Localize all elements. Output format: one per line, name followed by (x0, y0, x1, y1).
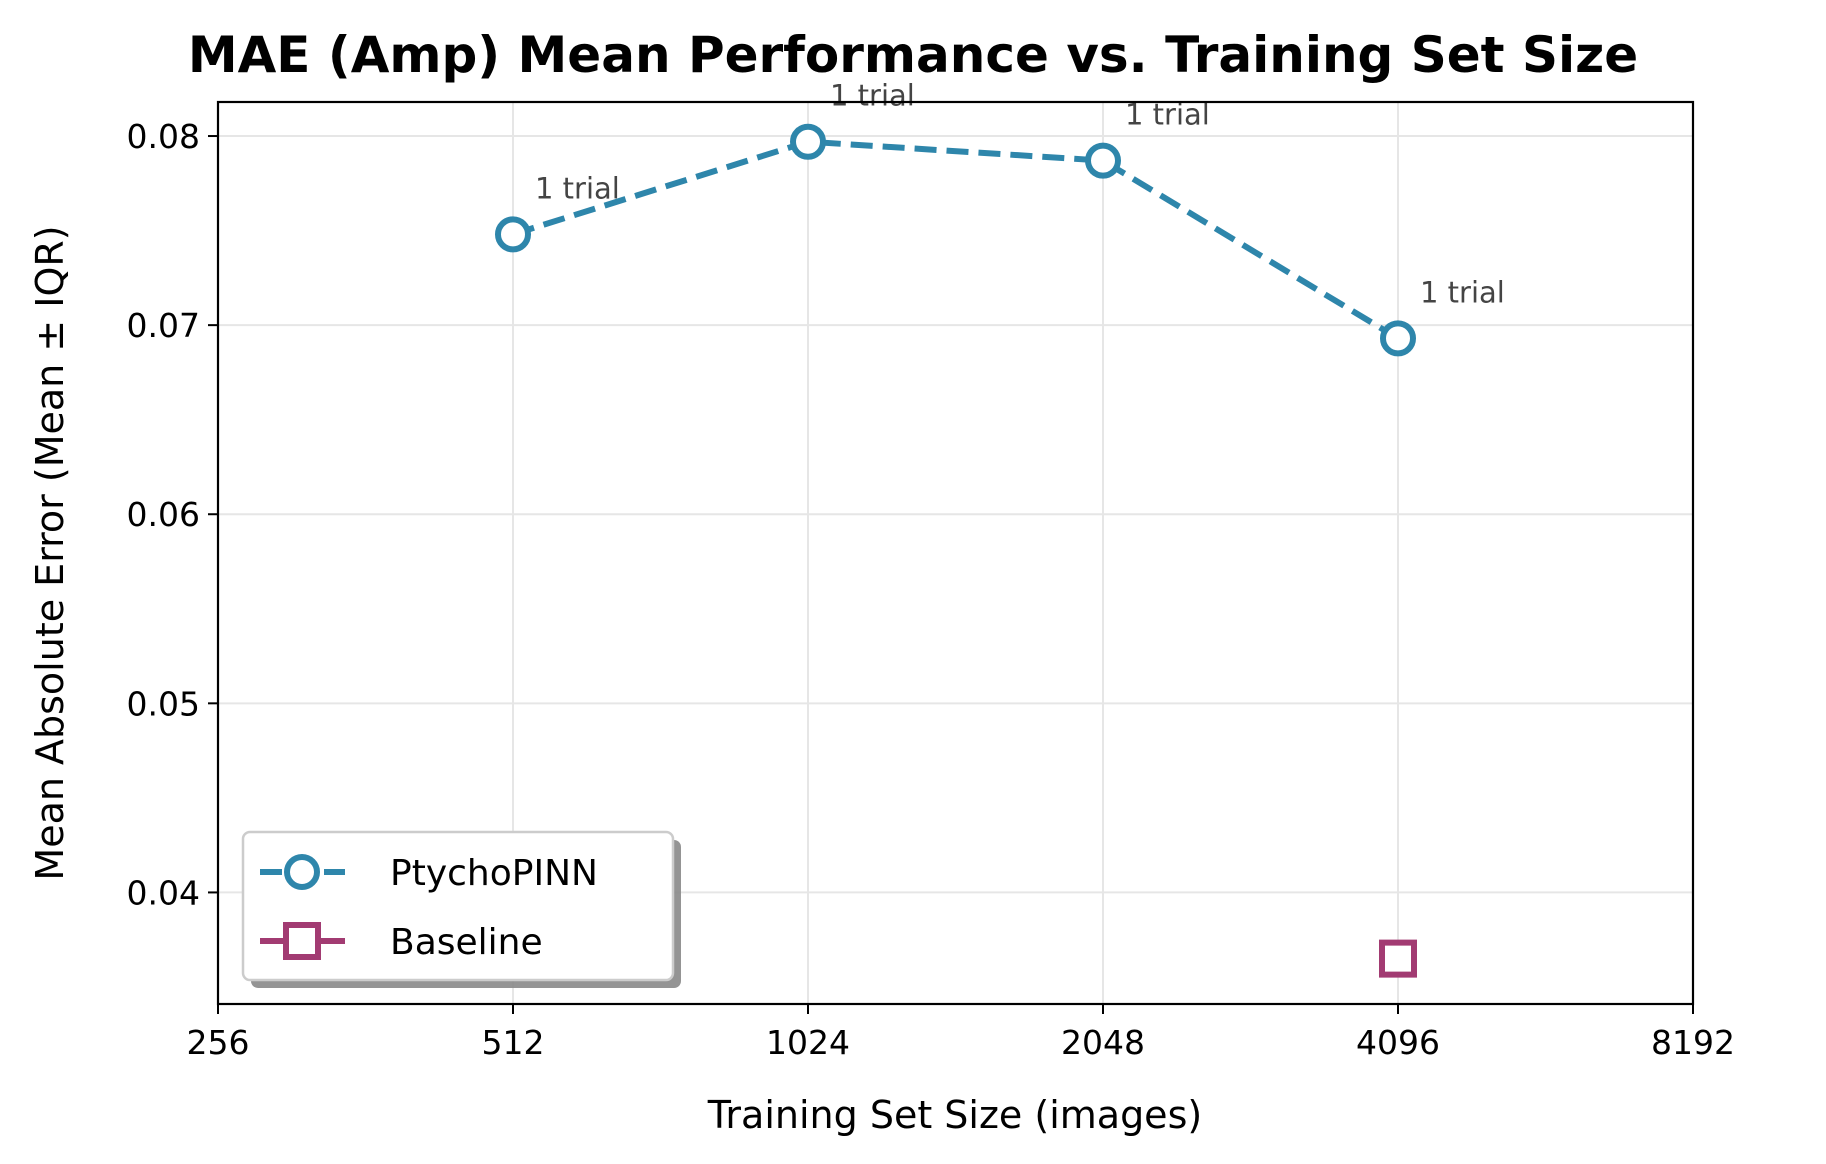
legend-box (241, 830, 675, 982)
x-tick-label: 512 (482, 1023, 545, 1062)
legend-marker (284, 854, 320, 890)
data-point (1379, 939, 1417, 978)
data-label: 1 trial (1420, 275, 1505, 309)
y-tick-label: 0.08 (127, 117, 200, 156)
series-line-ptychopinn (512, 138, 1400, 341)
legend: PtychoPINN Baseline (241, 830, 681, 988)
x-tick-label: 2048 (1061, 1023, 1145, 1062)
legend-marker (283, 922, 321, 960)
data-point (790, 123, 826, 160)
data-point (1085, 142, 1121, 179)
data-label: 1 trial (830, 79, 915, 113)
legend-entry: PtychoPINN (390, 853, 598, 894)
x-tick-label: 8192 (1651, 1023, 1735, 1062)
plot-area (216, 100, 1695, 1006)
y-tick-label: 0.07 (127, 306, 200, 345)
y-tick-label: 0.05 (127, 684, 200, 723)
y-axis-label: Mean Absolute Error (Mean ± IQR) (28, 225, 72, 880)
data-point (495, 216, 531, 253)
axis-ticks: 256 512 1024 2048 4096 8192 0.04 0.05 0.06 0.07 0.… (127, 117, 1735, 1062)
x-tick-label: 256 (187, 1023, 250, 1062)
x-tick-label: 4096 (1356, 1023, 1440, 1062)
data-label: 1 trial (1125, 98, 1210, 132)
legend-entry: Baseline (390, 922, 543, 963)
x-axis-label: Training Set Size (images) (707, 1093, 1202, 1137)
chart-title: MAE (Amp) Mean Performance vs. Training … (188, 26, 1638, 84)
y-tick-label: 0.04 (127, 873, 200, 912)
x-tick-label: 1024 (766, 1023, 850, 1062)
data-label: 1 trial (535, 171, 620, 205)
data-point (1380, 320, 1416, 357)
series-layer: 1 trial 1 trial 1 trial 1 trial (495, 79, 1505, 978)
y-tick-label: 0.06 (127, 495, 200, 534)
